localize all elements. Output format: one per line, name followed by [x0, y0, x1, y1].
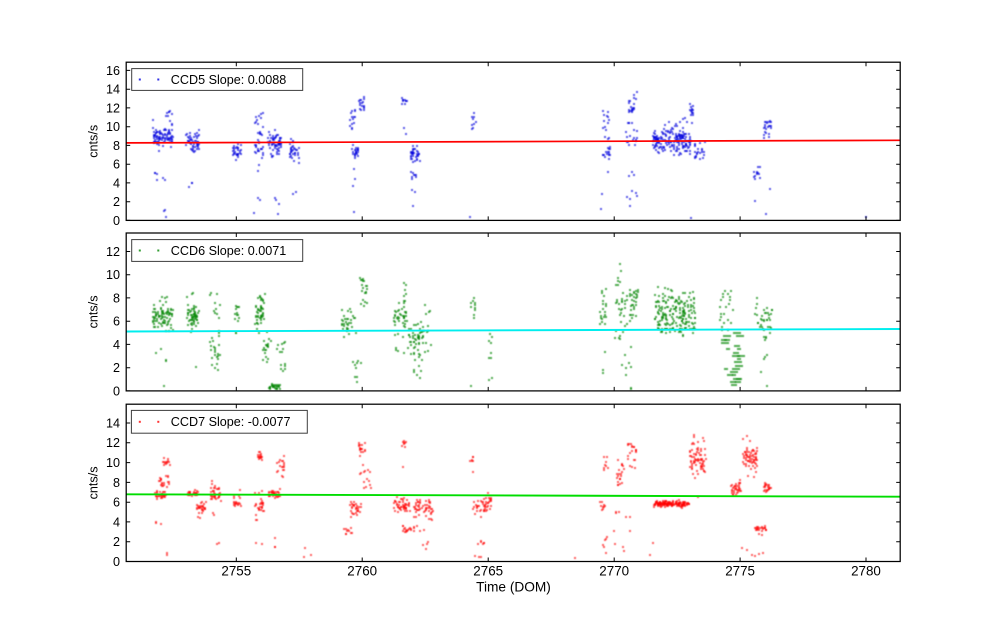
svg-text:4: 4 [113, 176, 120, 190]
svg-text:cnts/s: cnts/s [87, 295, 101, 328]
svg-text:14: 14 [106, 416, 120, 430]
svg-text:4: 4 [113, 515, 120, 529]
svg-text:10: 10 [106, 120, 120, 134]
svg-text:4: 4 [113, 338, 120, 352]
svg-text:Time (DOM): Time (DOM) [476, 580, 551, 595]
svg-text:2765: 2765 [473, 563, 503, 578]
svg-text:10: 10 [106, 456, 120, 470]
svg-text:14: 14 [106, 83, 120, 97]
svg-text:12: 12 [106, 101, 120, 115]
svg-text:2780: 2780 [851, 563, 881, 578]
svg-text:2: 2 [113, 195, 120, 209]
svg-text:8: 8 [113, 291, 120, 305]
svg-text:8: 8 [113, 139, 120, 153]
svg-text:0: 0 [113, 555, 120, 569]
svg-text:0: 0 [113, 214, 120, 228]
svg-text:2770: 2770 [599, 563, 629, 578]
svg-text:6: 6 [113, 158, 120, 172]
svg-text:2: 2 [113, 361, 120, 375]
svg-text:2: 2 [113, 535, 120, 549]
svg-text:CCD7 Slope: -0.0077: CCD7 Slope: -0.0077 [171, 415, 291, 429]
svg-text:10: 10 [106, 268, 120, 282]
svg-text:2760: 2760 [347, 563, 377, 578]
svg-text:cnts/s: cnts/s [87, 466, 101, 499]
svg-text:2755: 2755 [221, 563, 251, 578]
svg-text:6: 6 [113, 315, 120, 329]
svg-text:cnts/s: cnts/s [87, 125, 101, 158]
svg-text:8: 8 [113, 476, 120, 490]
svg-text:12: 12 [106, 436, 120, 450]
svg-text:CCD5 Slope: 0.0088: CCD5 Slope: 0.0088 [171, 73, 287, 87]
svg-text:6: 6 [113, 496, 120, 510]
svg-text:CCD6 Slope: 0.0071: CCD6 Slope: 0.0071 [171, 244, 287, 258]
svg-text:0: 0 [113, 384, 120, 398]
svg-text:16: 16 [106, 64, 120, 78]
svg-text:12: 12 [106, 245, 120, 259]
svg-text:2775: 2775 [725, 563, 755, 578]
